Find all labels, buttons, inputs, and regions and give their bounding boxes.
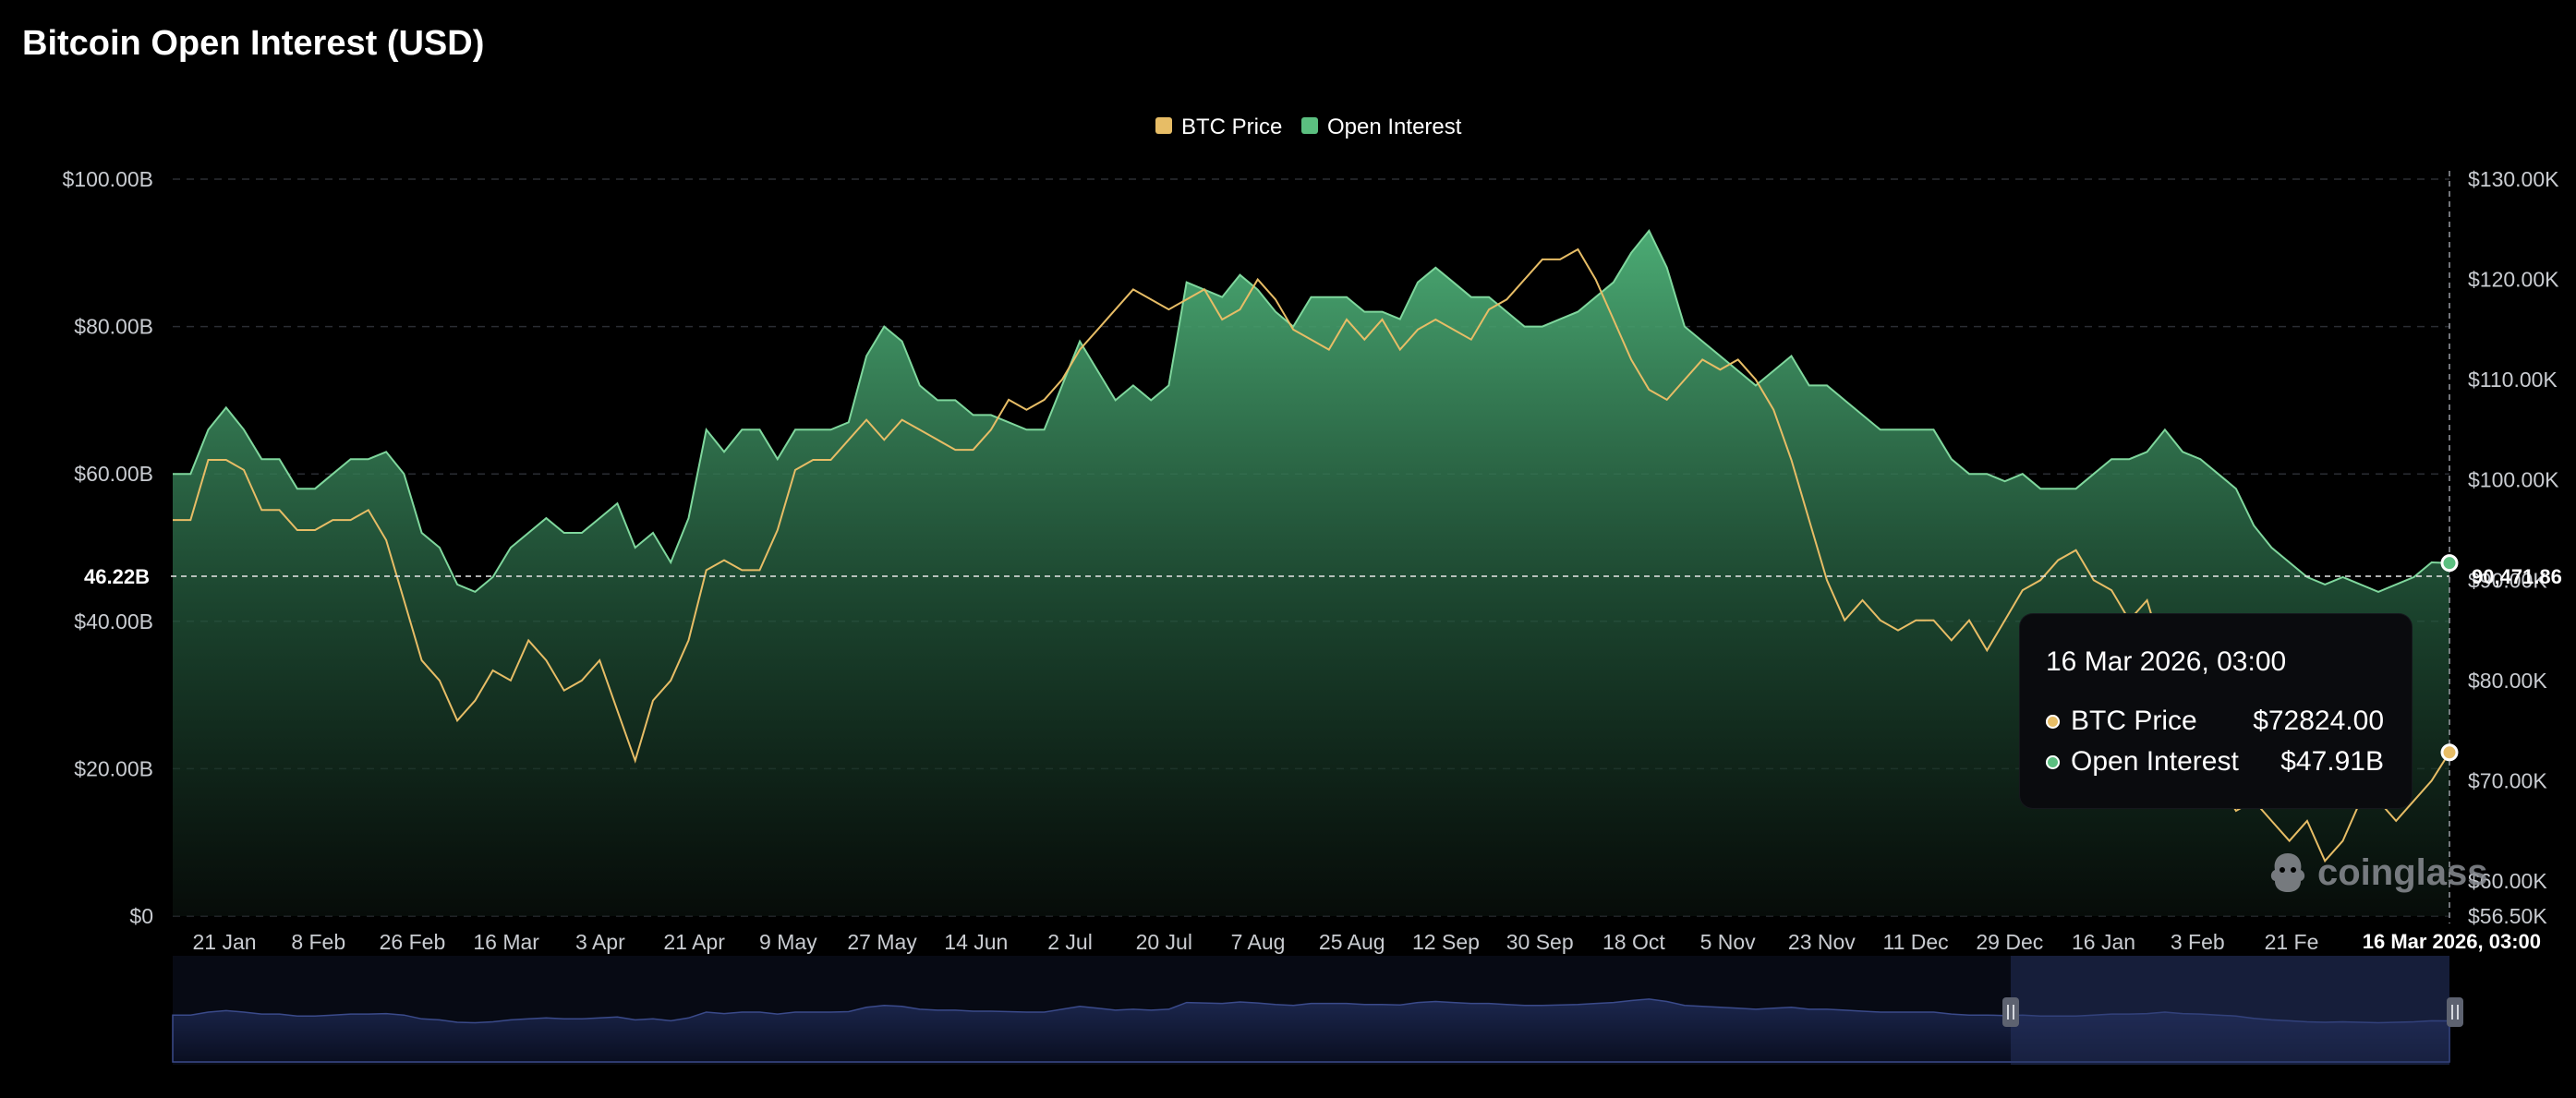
legend-label-open-interest: Open Interest: [1327, 115, 1462, 139]
x-axis: 21 Jan 8 Feb 26 Feb 16 Mar 3 Apr 21 Apr 9 May 2…: [192, 930, 2318, 954]
x-tick-label: 23 Nov: [1788, 930, 1856, 954]
x-tick-label: 29 Dec: [1976, 930, 2043, 954]
x-tick-label: 30 Sep: [1506, 930, 1574, 954]
open-interest-line: [173, 229, 2450, 594]
tooltip-dot-btc-price: [2046, 714, 2060, 729]
navigator-area: [172, 998, 2450, 1063]
x-tick-label: 21 Fe: [2265, 930, 2319, 954]
crosshair-left-label: 46.22B: [84, 565, 150, 588]
y-right-tick-label: $100.00K: [2468, 468, 2559, 492]
y-right-tick-label: $80.00K: [2468, 669, 2547, 693]
y-right-tick-label: $130.00K: [2468, 167, 2559, 191]
x-tick-label: 7 Aug: [1231, 930, 1286, 954]
x-tick-label: 3 Apr: [575, 930, 625, 954]
btc-price-line: [173, 247, 2450, 863]
navigator-handle-right[interactable]: [2447, 997, 2463, 1027]
x-tick-label: 21 Jan: [192, 930, 256, 954]
tooltip-row-open-interest: Open Interest $47.91B: [2046, 743, 2384, 780]
y-right-tick-label: $56.50K: [2468, 904, 2547, 928]
open-interest-area: [173, 230, 2449, 916]
legend-item-btc-price[interactable]: BTC Price: [1155, 115, 1282, 139]
crosshair-right-label: 90,471.86: [2472, 565, 2562, 588]
legend-item-open-interest[interactable]: Open Interest: [1301, 115, 1462, 139]
x-tick-label: 27 May: [847, 930, 917, 954]
y-left-tick-label: $0: [129, 904, 153, 928]
tooltip-value-open-interest: $47.91B: [2280, 746, 2384, 777]
x-tick-label: 14 Jun: [944, 930, 1008, 954]
x-tick-label: 20 Jul: [1136, 930, 1192, 954]
y-right-axis: $56.50K $60.00K $70.00K $80.00K $90.00K $100.…: [2468, 167, 2559, 928]
x-tick-label: 3 Feb: [2171, 930, 2225, 954]
watermark-text: coinglass: [2317, 851, 2488, 893]
chart-title: Bitcoin Open Interest (USD): [22, 24, 484, 63]
tooltip: 16 Mar 2026, 03:00 BTC Price $72824.00 O…: [2020, 614, 2412, 808]
tooltip-row-btc-price: BTC Price $72824.00: [2046, 703, 2384, 740]
y-right-tick-label: $90.00K: [2468, 568, 2547, 592]
tooltip-date: 16 Mar 2026, 03:00: [2046, 646, 2287, 677]
tooltip-label-btc-price: BTC Price: [2071, 706, 2197, 736]
y-left-tick-label: $20.00B: [74, 756, 153, 780]
tooltip-dot-open-interest: [2046, 754, 2060, 769]
x-tick-label: 18 Oct: [1602, 930, 1665, 954]
y-left-tick-label: $40.00B: [74, 609, 153, 633]
x-tick-label: 9 May: [759, 930, 817, 954]
y-left-axis: $0 $20.00B $40.00B $60.00B $80.00B $100.00B: [63, 167, 153, 928]
legend-swatch-open-interest: [1301, 117, 1318, 134]
y-left-tick-label: $100.00B: [63, 167, 153, 191]
btc-price-marker: [2440, 743, 2459, 762]
navigator-selection[interactable]: [2011, 956, 2449, 1065]
x-tick-label: 16 Jan: [2072, 930, 2135, 954]
x-tick-label: 21 Apr: [663, 930, 725, 954]
crosshair-x-label: 16 Mar 2026, 03:00: [2363, 930, 2541, 953]
tooltip-label-open-interest: Open Interest: [2071, 746, 2239, 777]
x-tick-label: 8 Feb: [291, 930, 345, 954]
coinglass-watermark: coinglass: [2268, 845, 2488, 900]
x-tick-label: 5 Nov: [1700, 930, 1757, 954]
open-interest-marker: [2440, 554, 2459, 573]
x-tick-label: 12 Sep: [1412, 930, 1480, 954]
y-right-tick-label: $120.00K: [2468, 268, 2559, 292]
y-left-tick-label: $60.00B: [74, 462, 153, 486]
x-tick-label: 11 Dec: [1883, 930, 1949, 954]
tooltip-value-btc-price: $72824.00: [2253, 706, 2384, 736]
legend-swatch-btc-price: [1155, 117, 1172, 134]
navigator[interactable]: [172, 956, 2463, 1065]
legend-label-btc-price: BTC Price: [1181, 115, 1282, 139]
x-tick-label: 2 Jul: [1047, 930, 1093, 954]
y-right-tick-label: $110.00K: [2468, 368, 2558, 392]
y-right-tick-label: $60.00K: [2468, 869, 2547, 893]
legend: BTC Price Open Interest: [1155, 115, 1462, 139]
x-tick-label: 16 Mar: [473, 930, 539, 954]
x-tick-label: 26 Feb: [380, 930, 446, 954]
crosshair-x-label-bg: [2353, 925, 2551, 957]
coinglass-logo-icon: [2270, 853, 2305, 892]
navigator-handle-left[interactable]: [2002, 997, 2019, 1027]
x-tick-label: 25 Aug: [1319, 930, 1385, 954]
y-right-tick-label: $70.00K: [2468, 768, 2547, 792]
y-left-tick-label: $80.00B: [74, 315, 153, 339]
